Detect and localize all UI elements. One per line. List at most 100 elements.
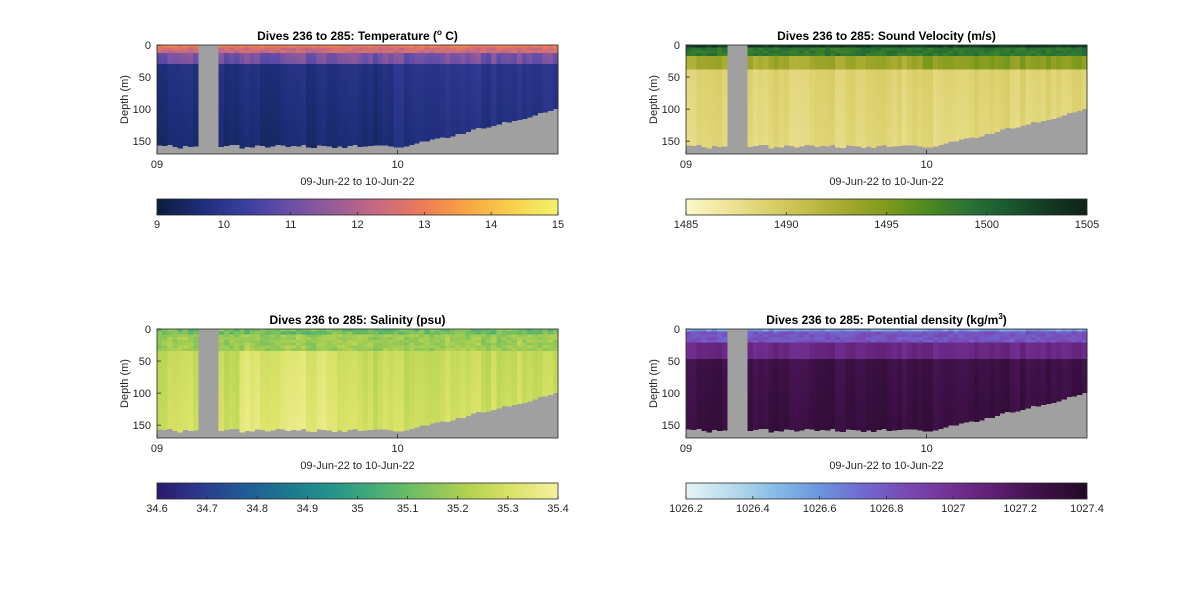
heatmap-cell xyxy=(275,94,281,98)
heatmap-cell xyxy=(465,99,471,103)
heatmap-cell xyxy=(701,53,707,57)
heatmap-cell xyxy=(244,85,250,89)
heatmap-cell xyxy=(182,143,189,147)
heatmap-cell xyxy=(809,53,815,57)
heatmap-cell xyxy=(799,77,805,81)
heatmap-cell xyxy=(819,107,826,111)
heatmap-cell xyxy=(1004,121,1011,125)
heatmap-cell xyxy=(773,55,779,60)
heatmap-cell xyxy=(290,99,297,103)
heatmap-cell xyxy=(547,55,554,60)
heatmap-cell xyxy=(372,85,379,89)
heatmap-cell xyxy=(223,88,230,92)
heatmap-cell xyxy=(1025,113,1031,117)
heatmap-cell xyxy=(192,88,199,92)
heatmap-cell xyxy=(331,55,338,60)
heatmap-cell xyxy=(793,69,800,73)
heatmap-cell xyxy=(994,113,1000,117)
heatmap-cell xyxy=(809,134,815,139)
heatmap-cell xyxy=(162,126,168,130)
heatmap-cell xyxy=(788,118,795,122)
heatmap-cell xyxy=(973,96,980,100)
heatmap-cell xyxy=(721,74,728,79)
heatmap-cell xyxy=(824,110,831,114)
heatmap-cell xyxy=(1030,72,1036,76)
heatmap-cell xyxy=(408,72,415,76)
heatmap-cell xyxy=(393,140,400,144)
heatmap-cell xyxy=(486,94,492,98)
heatmap-cell xyxy=(943,110,949,114)
heatmap-cell xyxy=(491,64,497,68)
heatmap-cell xyxy=(475,102,482,106)
heatmap-cell xyxy=(829,47,836,51)
heatmap-cell xyxy=(757,66,764,70)
heatmap-cell xyxy=(182,129,189,133)
heatmap-cell xyxy=(527,53,533,57)
heatmap-cell xyxy=(475,66,482,70)
heatmap-cell xyxy=(768,115,774,119)
heatmap-cell xyxy=(968,110,975,114)
heatmap-cell xyxy=(280,47,286,51)
heatmap-cell xyxy=(162,47,168,51)
heatmap-cell xyxy=(706,50,713,54)
heatmap-cell xyxy=(907,66,913,70)
heatmap-cell xyxy=(336,88,343,92)
heatmap-cell xyxy=(532,58,538,62)
heatmap-cell xyxy=(522,47,528,51)
heatmap-cell xyxy=(943,126,949,130)
heatmap-cell xyxy=(480,124,487,128)
heatmap-cell xyxy=(270,145,276,147)
heatmap-cell xyxy=(757,94,764,98)
heatmap-cell xyxy=(901,64,908,68)
heatmap-cell xyxy=(516,58,523,62)
heatmap-cell xyxy=(465,121,471,125)
heatmap-cell xyxy=(840,107,846,111)
heatmap-cell xyxy=(814,134,821,139)
heatmap-cell xyxy=(1009,69,1016,73)
heatmap-cell xyxy=(511,113,518,117)
heatmap-cell xyxy=(311,91,317,95)
heatmap-cell xyxy=(254,110,261,114)
heatmap-cell xyxy=(393,104,400,109)
heatmap-cell xyxy=(865,61,872,65)
heatmap-cell xyxy=(696,118,702,122)
heatmap-cell xyxy=(336,85,343,89)
heatmap-cell xyxy=(922,47,929,51)
heatmap-cell xyxy=(218,104,225,109)
heatmap-cell xyxy=(460,66,466,70)
heatmap-cell xyxy=(362,134,369,139)
heatmap-cell xyxy=(532,53,538,57)
heatmap-cell xyxy=(192,145,199,147)
heatmap-cell xyxy=(439,126,446,130)
heatmap-cell xyxy=(1015,99,1021,103)
heatmap-cell xyxy=(773,137,779,141)
heatmap-cell xyxy=(696,102,702,106)
heatmap-cell xyxy=(793,99,800,103)
heatmap-cell xyxy=(455,61,461,65)
heatmap-cell xyxy=(218,94,225,98)
heatmap-cell xyxy=(943,45,949,49)
heatmap-cell xyxy=(244,115,250,119)
heatmap-cell xyxy=(542,107,549,111)
heatmap-cell xyxy=(757,107,764,111)
heatmap-cell xyxy=(804,134,810,139)
heatmap-cell xyxy=(321,55,328,60)
heatmap-cell xyxy=(372,143,379,146)
heatmap-cell xyxy=(876,50,882,54)
heatmap-cell xyxy=(234,47,240,51)
heatmap-cell xyxy=(316,69,322,73)
heatmap-cell xyxy=(516,85,523,89)
heatmap-cell xyxy=(989,64,995,68)
heatmap-cell xyxy=(829,55,836,60)
heatmap-cell xyxy=(393,47,400,51)
heatmap-cell xyxy=(275,61,281,65)
heatmap-cell xyxy=(182,91,189,95)
heatmap-cell xyxy=(881,45,887,49)
heatmap-cell xyxy=(1035,104,1042,109)
heatmap-cell xyxy=(773,113,779,117)
heatmap-cell xyxy=(876,66,882,70)
heatmap-cell xyxy=(419,64,425,68)
heatmap-cell xyxy=(429,102,436,106)
heatmap-cell xyxy=(793,83,800,87)
heatmap-cell xyxy=(465,74,471,79)
